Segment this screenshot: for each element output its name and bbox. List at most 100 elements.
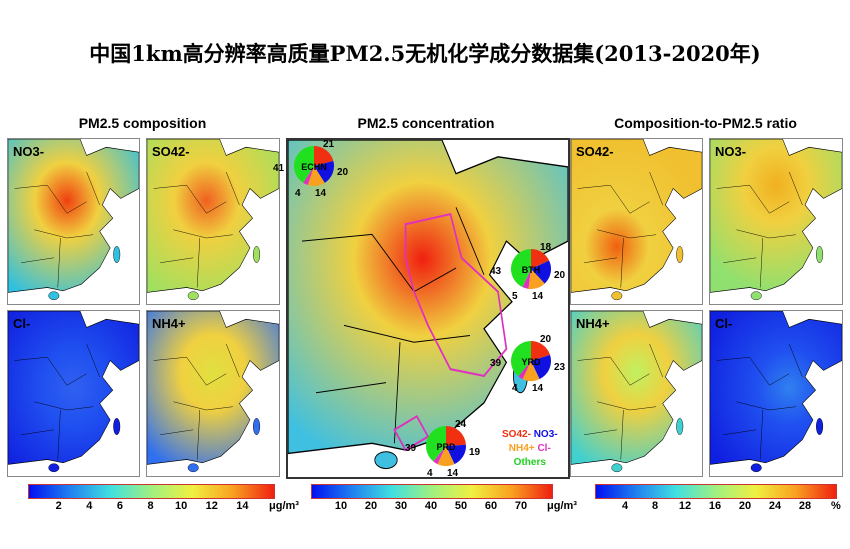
- map-graphic: [571, 139, 702, 301]
- map-graphic: [8, 139, 139, 301]
- pie-slice: [522, 361, 540, 381]
- pie-value: 19: [469, 447, 481, 458]
- pie-slice: [446, 444, 466, 465]
- colorbar-concentration: [311, 484, 553, 499]
- legend-others: Others: [513, 457, 546, 468]
- pie-value: 20: [337, 167, 349, 178]
- panel-label: SO42-: [576, 144, 614, 159]
- pie-slice: [528, 269, 545, 289]
- map-graphic: [8, 311, 139, 473]
- pie-value: 14: [532, 291, 544, 302]
- colorbar-unit: %: [831, 500, 841, 512]
- colorbar-tick: 4: [86, 500, 93, 512]
- map-no3-right: NO3-: [709, 138, 843, 305]
- concentration-map: [286, 138, 570, 479]
- legend-so4: SO42-: [502, 429, 531, 440]
- colorbar-tick: 8: [651, 500, 659, 512]
- pie-value: 39: [405, 443, 417, 454]
- colorbar-tick: 16: [708, 500, 722, 512]
- colorbar-tick: 28: [798, 500, 812, 512]
- legend-nh4: NH4+: [508, 443, 535, 454]
- pie-prd: PRD: [425, 425, 467, 467]
- colorbar-composition: [28, 484, 275, 499]
- colorbar-unit: μg/m³: [547, 500, 577, 512]
- colorbar-tick: 12: [205, 500, 218, 512]
- pie-yrd: YRD: [510, 340, 552, 382]
- pie-value: 4: [295, 188, 301, 199]
- colorbar-tick: 6: [116, 500, 123, 512]
- colorbar-tick: 2: [55, 500, 62, 512]
- pie-region-label: BTH: [522, 265, 541, 275]
- pie-region-label: PRD: [436, 442, 456, 452]
- colorbar-tick: 40: [424, 500, 438, 512]
- colorbar-tick: 60: [484, 500, 498, 512]
- pie-slice: [531, 249, 550, 269]
- colorbar-ratio: [595, 484, 837, 499]
- pie-slice: [518, 361, 531, 380]
- map-nh4-right: NH4+: [570, 310, 703, 477]
- pie-value: 39: [490, 358, 502, 369]
- map-cl-right: Cl-: [709, 310, 843, 477]
- pie-region-label: YRD: [521, 357, 541, 367]
- pie-slice: [433, 446, 446, 465]
- colorbar-unit: μg/m³: [269, 500, 299, 512]
- pie-slice: [522, 269, 531, 289]
- colorbar-tick: 14: [236, 500, 249, 512]
- pie-echn: ECHN: [293, 145, 335, 187]
- pie-slice: [307, 166, 325, 186]
- pie-bth: BTH: [510, 248, 552, 290]
- pie-value: 14: [315, 188, 327, 199]
- legend-cl: Cl-: [537, 443, 551, 454]
- colorbar-tick: 20: [364, 500, 378, 512]
- map-graphic: [288, 140, 568, 470]
- panel-label: NO3-: [13, 144, 45, 159]
- panel-label: NH4+: [576, 316, 610, 331]
- colorbar-tick: 50: [454, 500, 468, 512]
- map-so4-left: SO42-: [146, 138, 280, 305]
- map-cl-left: Cl-: [7, 310, 140, 477]
- pie-slice: [446, 426, 466, 446]
- map-graphic: [147, 311, 279, 473]
- pie-value: 5: [512, 291, 518, 302]
- pie-value: 20: [540, 334, 552, 345]
- section-title-composition: PM2.5 composition: [78, 115, 207, 131]
- pie-slice: [426, 426, 446, 462]
- map-no3-left: NO3-: [7, 138, 140, 305]
- pie-value: 14: [532, 383, 544, 394]
- pie-value: 43: [490, 266, 502, 277]
- colorbar-tick: 30: [394, 500, 408, 512]
- pie-slice: [303, 166, 314, 186]
- pie-slice: [511, 249, 531, 288]
- pie-slice: [314, 161, 334, 183]
- colorbar-tick: 24: [768, 500, 782, 512]
- colorbar-tick: 20: [738, 500, 752, 512]
- pie-value: 21: [323, 139, 335, 150]
- map-nh4-left: NH4+: [146, 310, 280, 477]
- panel-label: NH4+: [152, 316, 186, 331]
- map-graphic: [571, 311, 702, 473]
- pie-value: 20: [554, 270, 566, 281]
- pie-legend: SO42- NO3- NH4+ Cl- Others: [502, 428, 558, 470]
- map-graphic: [710, 311, 842, 473]
- pie-value: 4: [512, 383, 518, 394]
- colorbar-tick: 8: [147, 500, 154, 512]
- panel-label: Cl-: [715, 316, 733, 331]
- figure-title: 中国1km高分辨率高质量PM2.5无机化学成分数据集(2013-2020年): [89, 41, 761, 66]
- pie-value: 14: [447, 468, 459, 479]
- colorbar-tick: 10: [334, 500, 348, 512]
- pie-value: 41: [273, 163, 285, 174]
- map-so4-right: SO42-: [570, 138, 703, 305]
- colorbar-tick: 12: [678, 500, 692, 512]
- panel-label: SO42-: [152, 144, 190, 159]
- pie-slice: [294, 146, 314, 183]
- panel-label: NO3-: [715, 144, 747, 159]
- pie-slice: [437, 446, 455, 466]
- section-title-concentration: PM2.5 concentration: [357, 115, 495, 131]
- pie-value: 23: [554, 362, 566, 373]
- pie-slice: [531, 260, 551, 284]
- pie-value: 4: [427, 468, 433, 479]
- pie-slice: [531, 341, 551, 361]
- colorbar-tick: 70: [514, 500, 528, 512]
- pie-value: 18: [540, 242, 552, 253]
- map-graphic: [147, 139, 279, 301]
